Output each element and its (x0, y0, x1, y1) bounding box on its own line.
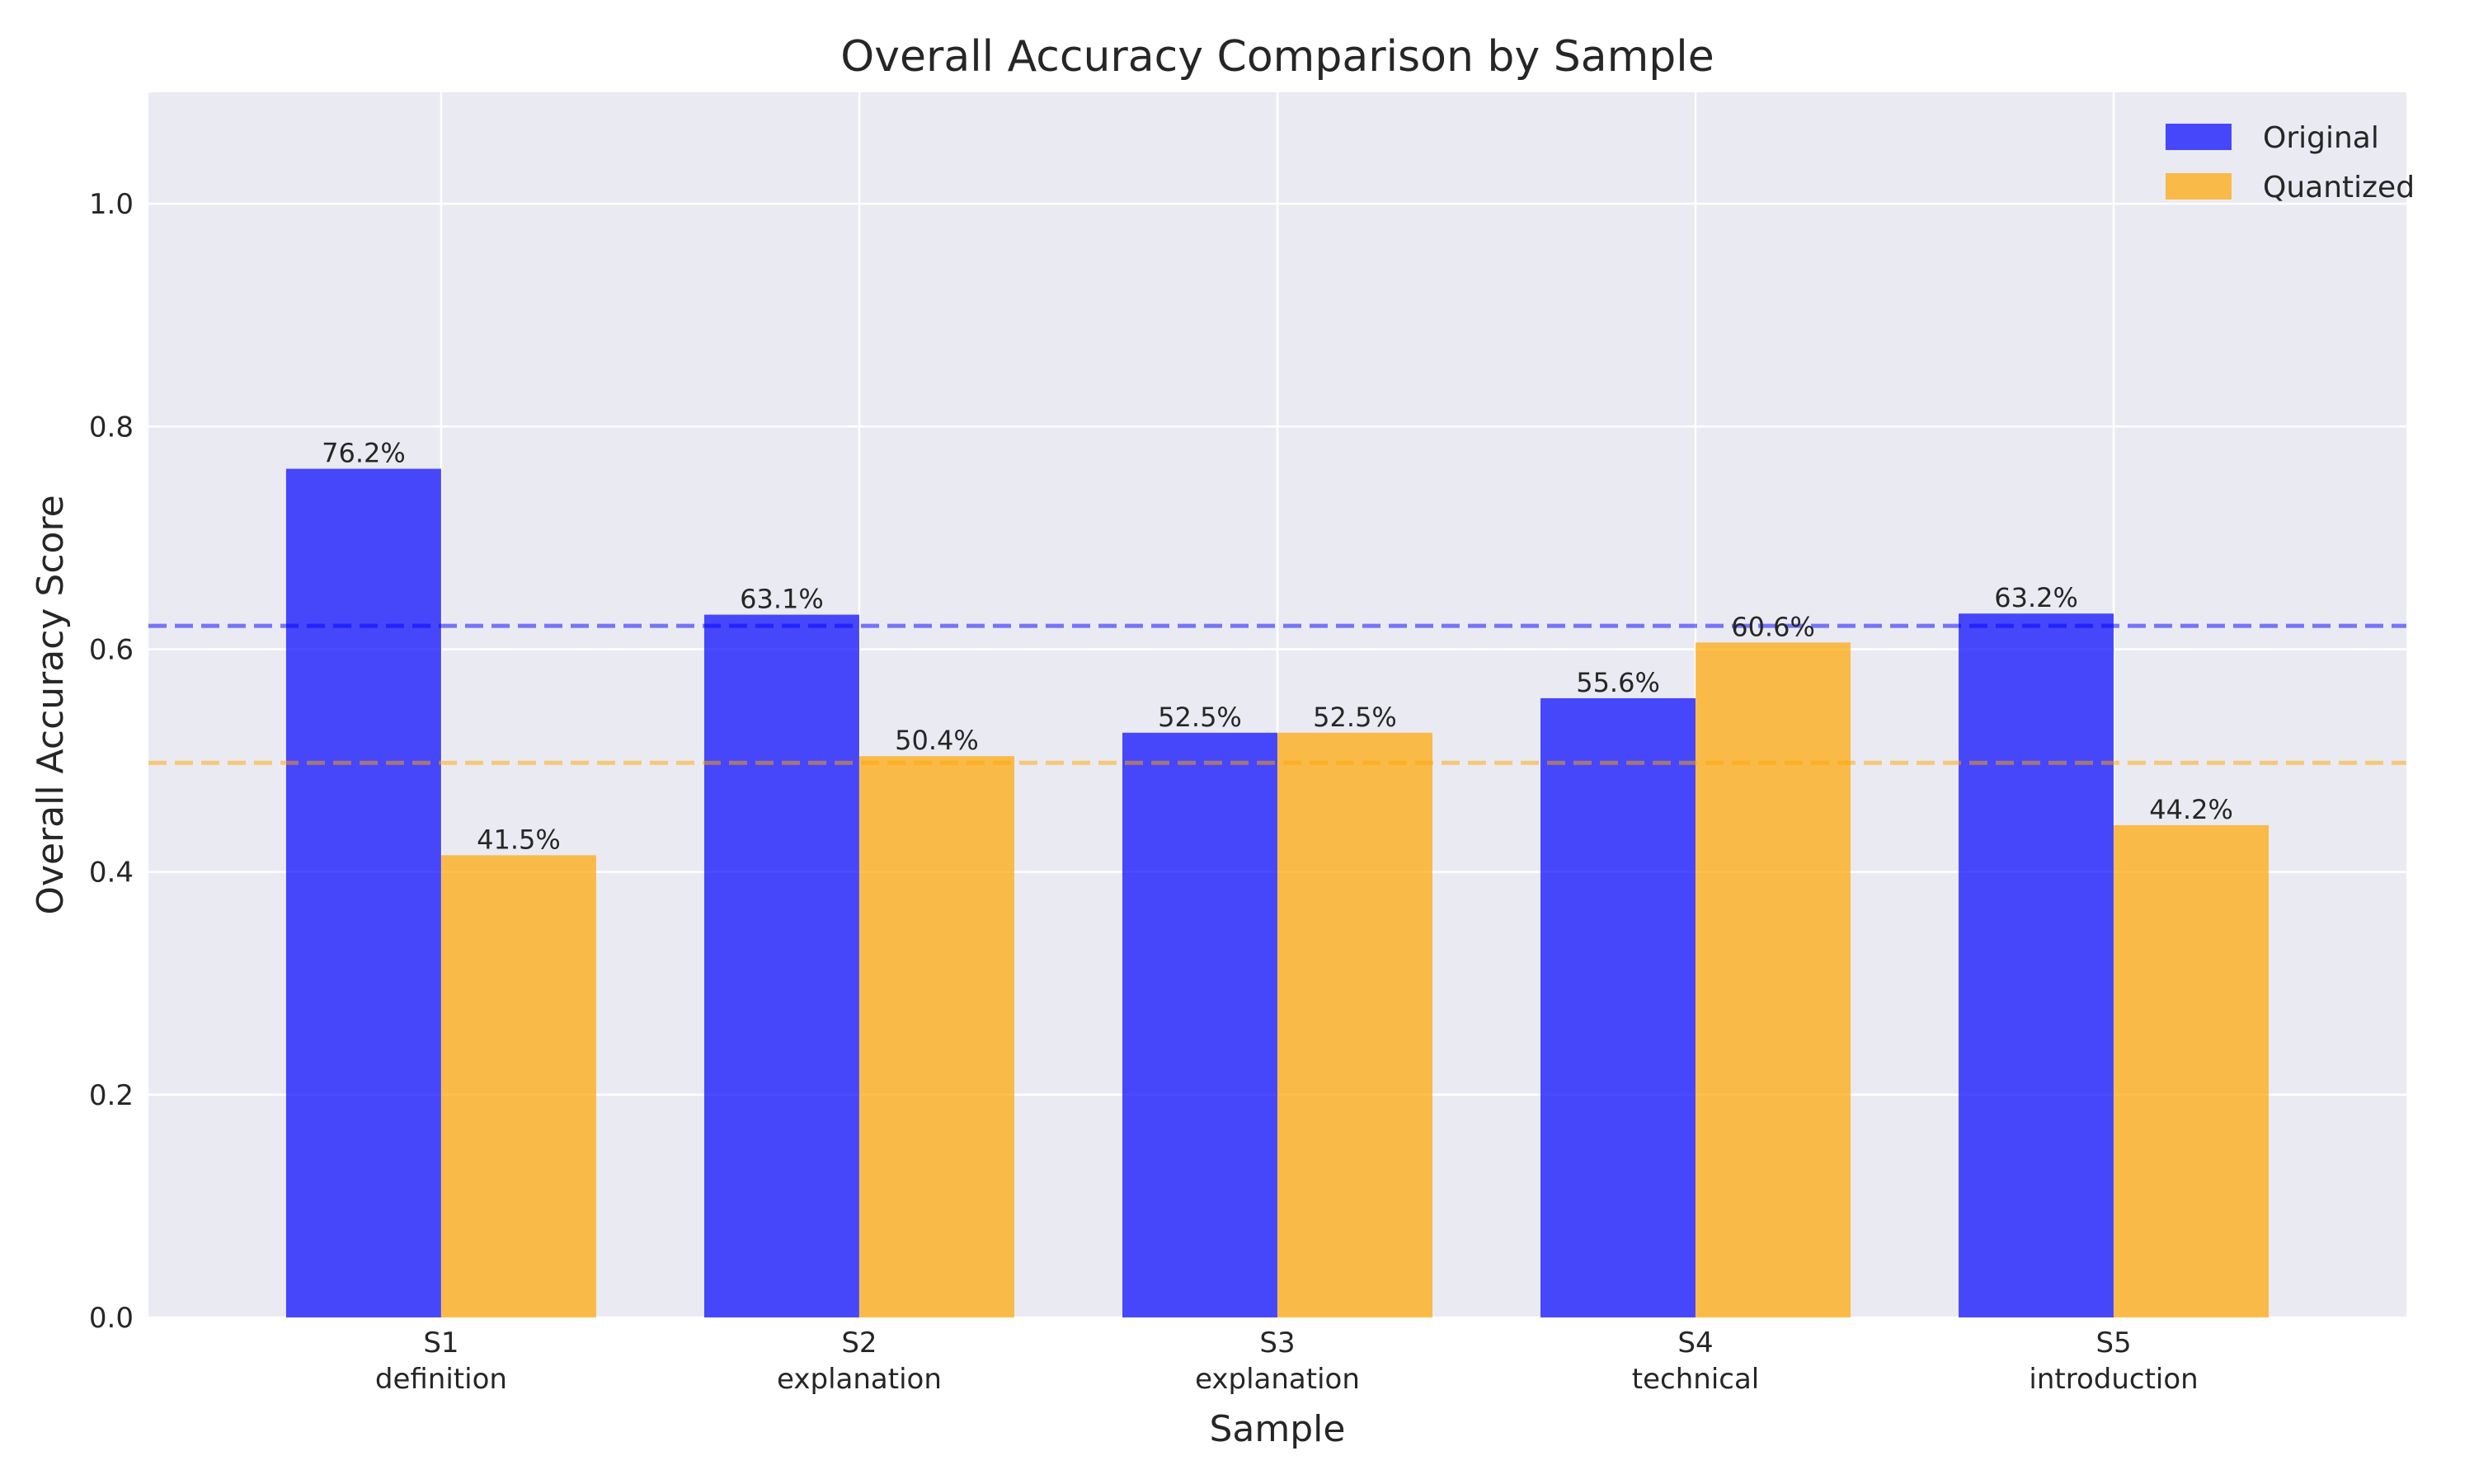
x-tick-sublabel: explanation (777, 1363, 942, 1396)
y-tick-label: 0.2 (89, 1079, 134, 1112)
data-label: 52.5% (1158, 702, 1242, 733)
legend-swatch-original (2166, 124, 2232, 150)
legend-label-original: Original (2263, 121, 2379, 155)
data-label: 41.5% (477, 824, 561, 855)
legend-swatch-quantized (2166, 173, 2232, 200)
axes: 0.00.20.40.60.81.0S1definitionS2explanat… (89, 188, 2199, 1396)
data-label: 63.2% (1994, 582, 2078, 613)
x-tick-sublabel: technical (1632, 1363, 1759, 1396)
data-label: 63.1% (740, 584, 824, 615)
data-label: 76.2% (322, 438, 406, 469)
data-labels: 76.2% 63.1% 52.5% 55.6% 63.2% 41.5% 50.4% 52.5%… (322, 438, 2233, 856)
y-tick-label: 0.0 (89, 1302, 134, 1335)
x-tick-label: S4 (1677, 1327, 1713, 1360)
bar-original-s5 (1959, 613, 2114, 1317)
x-tick-sublabel: introduction (2029, 1363, 2198, 1396)
bar-quantized-s3 (1277, 732, 1432, 1317)
data-label: 52.5% (1313, 702, 1397, 733)
y-tick-label: 1.0 (89, 188, 134, 221)
data-label: 55.6% (1576, 667, 1660, 698)
bar-original-s1 (285, 468, 441, 1317)
x-tick-sublabel: definition (375, 1363, 507, 1396)
bar-original-s4 (1540, 697, 1696, 1317)
bars (285, 468, 2269, 1317)
legend-label-quantized: Quantized (2263, 171, 2415, 204)
x-tick-label: S2 (841, 1327, 877, 1360)
y-tick-label: 0.6 (89, 633, 134, 666)
data-label: 44.2% (2149, 794, 2233, 825)
bar-original-s3 (1122, 732, 1277, 1317)
x-axis-label: Sample (1210, 1408, 1346, 1450)
y-tick-label: 0.8 (89, 411, 134, 444)
data-label: 50.4% (895, 725, 979, 756)
chart-title: Overall Accuracy Comparison by Sample (840, 32, 1714, 82)
y-tick-label: 0.4 (89, 857, 134, 890)
data-label: 60.6% (1731, 611, 1815, 642)
bar-quantized-s2 (858, 756, 1014, 1317)
mean-lines (148, 623, 2406, 765)
bar-quantized-s4 (1696, 642, 1851, 1317)
bar-quantized-s5 (2114, 824, 2269, 1317)
bar-quantized-s1 (440, 855, 596, 1317)
legend: Original Quantized (2166, 121, 2415, 204)
x-tick-label: S5 (2095, 1327, 2131, 1360)
bar-original-s2 (703, 614, 859, 1317)
y-axis-label: Overall Accuracy Score (30, 495, 72, 914)
x-tick-sublabel: explanation (1195, 1363, 1360, 1396)
x-tick-label: S1 (423, 1327, 459, 1360)
x-tick-label: S3 (1259, 1327, 1295, 1360)
